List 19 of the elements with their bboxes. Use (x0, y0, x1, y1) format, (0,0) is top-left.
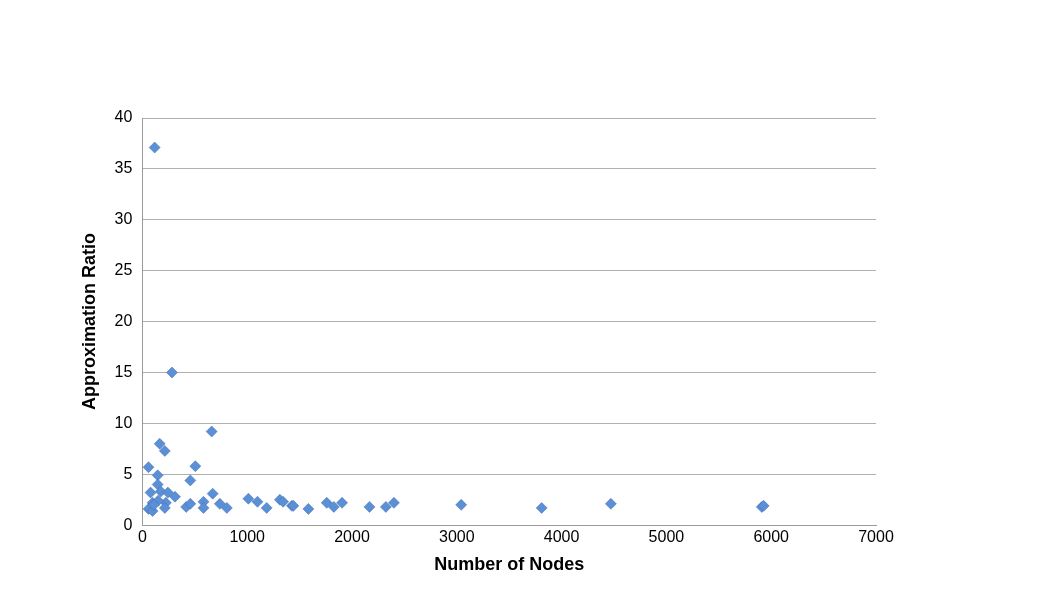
y-tick-label: 10 (114, 413, 133, 431)
x-axis-title: Number of Nodes (434, 554, 585, 575)
x-tick-label: 2000 (334, 528, 370, 546)
y-tick-label: 15 (114, 362, 133, 380)
x-tick-label: 4000 (543, 528, 580, 546)
x-tick-label: 1000 (229, 528, 266, 546)
x-tick-label: 0 (137, 528, 147, 546)
y-tick-label: 30 (114, 210, 133, 228)
x-tick-label: 3000 (439, 528, 475, 546)
y-tick-label: 25 (114, 261, 133, 279)
y-tick-label: 40 (114, 108, 133, 126)
x-tick-label: 6000 (753, 528, 790, 546)
y-axis-title: Approximation Ratio (78, 233, 99, 411)
x-tick-label: 5000 (648, 528, 685, 546)
y-tick-label: 0 (123, 515, 133, 533)
x-tick-label: 7000 (858, 528, 894, 546)
y-tick-label: 20 (114, 312, 133, 330)
y-tick-label: 35 (114, 159, 133, 177)
y-tick-label: 5 (123, 464, 133, 482)
